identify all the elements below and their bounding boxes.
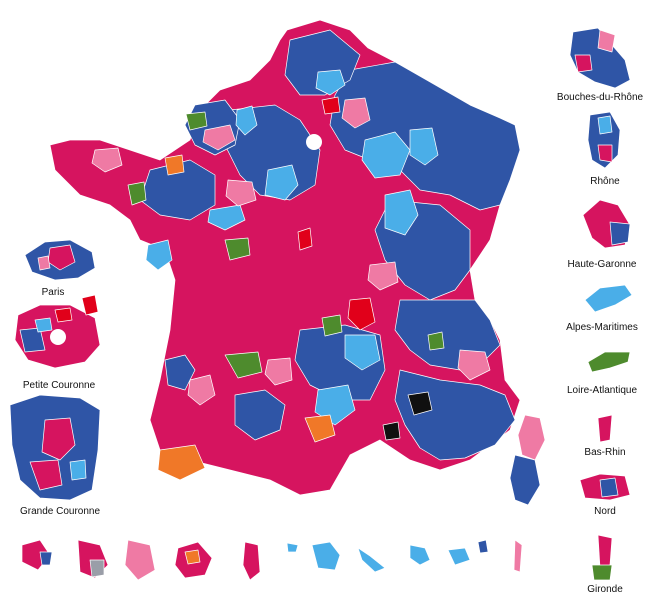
patch-lightblue-vendee[interactable]: [145, 239, 173, 271]
inset-paris[interactable]: [24, 239, 96, 281]
patch-green-calvados[interactable]: [185, 111, 208, 131]
patch-lightpink-centre[interactable]: [225, 179, 257, 207]
label-grande-couronne: Grande Couronne: [19, 506, 101, 517]
patch-lightblue-ardennes[interactable]: [409, 127, 439, 166]
overseas-row: [21, 539, 523, 581]
overseas-reunion-b[interactable]: [184, 549, 201, 565]
overseas-guadeloupe-b[interactable]: [39, 551, 53, 566]
patch-lightpink-normandy[interactable]: [202, 124, 236, 151]
inset-nord[interactable]: [579, 473, 631, 501]
label-bouches-du-rhone: Bouches-du-Rhône: [556, 92, 644, 103]
inset-rhone[interactable]: [587, 111, 621, 169]
inset-petite-couronne[interactable]: [14, 294, 101, 369]
label-loire-atlantique: Loire-Atlantique: [566, 385, 638, 396]
paris-core: [306, 134, 322, 150]
overseas-abroad-1[interactable]: [286, 542, 299, 553]
label-gironde: Gironde: [587, 584, 623, 595]
patch-lightpink-burgundy[interactable]: [367, 261, 399, 291]
patch-green-loire[interactable]: [224, 237, 251, 261]
patch-red-oise[interactable]: [321, 96, 341, 115]
patch-lightblue-marne[interactable]: [361, 131, 411, 179]
patch-red-cher[interactable]: [297, 227, 313, 251]
patch-orange-tarn[interactable]: [304, 414, 336, 443]
corsica-south[interactable]: [509, 454, 541, 506]
label-bas-rhin: Bas-Rhin: [584, 447, 626, 458]
inset-haute-garonne[interactable]: [582, 199, 631, 249]
patch-lightblue-normandy[interactable]: [235, 105, 258, 136]
patch-lightpink-picardy[interactable]: [341, 97, 371, 129]
overseas-abroad-3[interactable]: [357, 547, 386, 573]
patch-lightpink-brittany[interactable]: [91, 147, 123, 173]
overseas-abroad-7[interactable]: [513, 539, 523, 573]
inset-grande-couronne[interactable]: [9, 394, 101, 501]
overseas-abroad-5[interactable]: [447, 547, 471, 566]
label-alpes-maritimes: Alpes-Maritimes: [566, 322, 638, 333]
overseas-mayotte[interactable]: [242, 541, 261, 581]
patch-green-isere[interactable]: [427, 331, 445, 351]
patch-green-creuse[interactable]: [321, 314, 343, 337]
patch-lightblue-oise[interactable]: [315, 69, 346, 96]
label-petite-couronne: Petite Couronne: [22, 380, 96, 391]
patch-lightblue-aveyron[interactable]: [314, 384, 356, 426]
overseas-guyane[interactable]: [124, 539, 156, 581]
patch-lightblue-yonne[interactable]: [264, 164, 299, 201]
label-haute-garonne: Haute-Garonne: [567, 259, 637, 270]
inset-bouches-du-rhone[interactable]: [569, 27, 631, 89]
patch-lightblue-auvergne[interactable]: [344, 334, 381, 371]
inset-gironde[interactable]: [591, 534, 613, 581]
corsica-north[interactable]: [517, 414, 546, 461]
overseas-martinique-b[interactable]: [89, 559, 105, 578]
patch-orange-pyrenees[interactable]: [157, 444, 206, 481]
region-southwest-blue[interactable]: [234, 389, 286, 441]
overseas-abroad-2[interactable]: [311, 541, 341, 571]
label-nord: Nord: [594, 506, 616, 517]
inset-alpes-maritimes[interactable]: [584, 284, 633, 313]
patch-lightpink-gironde[interactable]: [187, 374, 216, 406]
france-mainland: [49, 19, 546, 506]
patch-red-allier[interactable]: [347, 297, 376, 331]
label-paris: Paris: [41, 287, 65, 298]
inset-bas-rhin[interactable]: [597, 414, 613, 443]
label-rhone: Rhône: [590, 176, 620, 187]
patch-black-vaucluse[interactable]: [407, 391, 433, 416]
patch-black-gard[interactable]: [382, 421, 401, 441]
patch-lightblue-loire[interactable]: [207, 204, 246, 231]
patch-green-morbihan[interactable]: [127, 181, 147, 206]
inset-loire-atlantique[interactable]: [587, 351, 631, 373]
patch-green-dordogne[interactable]: [224, 351, 263, 379]
patch-orange-mayenne[interactable]: [164, 154, 185, 176]
patch-lightblue-jura[interactable]: [384, 189, 419, 236]
patch-lightpink-lot[interactable]: [264, 357, 293, 386]
overseas-abroad-4[interactable]: [409, 544, 431, 566]
overseas-abroad-6[interactable]: [477, 539, 489, 554]
region-brittany-east[interactable]: [139, 159, 216, 221]
patch-lightpink-var[interactable]: [457, 349, 491, 381]
